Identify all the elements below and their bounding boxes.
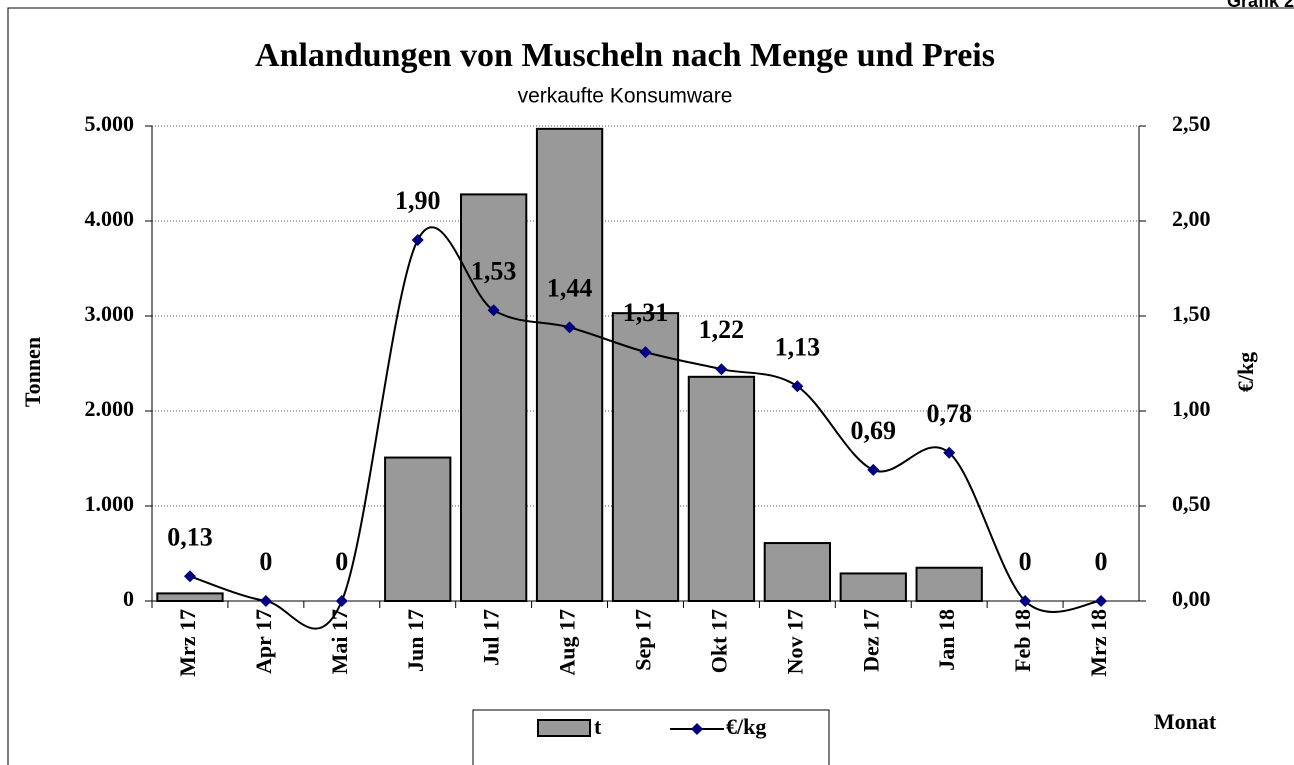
y-tick-label: 3.000 <box>85 301 135 326</box>
price-marker <box>487 304 500 317</box>
chart-frame <box>7 7 1294 765</box>
data-label: 0 <box>1019 547 1032 576</box>
y2-axis-label: €/kg <box>1233 352 1258 392</box>
corner-label: Grafik 2 <box>1227 0 1294 11</box>
bar <box>611 312 680 602</box>
y-axis-label: Tonnen <box>20 337 45 407</box>
y-tick-label: 0 <box>123 586 134 611</box>
y2-tick-label: 1,00 <box>1172 396 1211 421</box>
data-label: 0 <box>259 547 272 576</box>
price-marker <box>1095 595 1108 607</box>
y-tick-label: 5.000 <box>85 111 135 136</box>
data-label: 0,69 <box>851 416 897 445</box>
data-label: 0,78 <box>926 399 972 428</box>
x-tick-label: Dez 17 <box>858 609 883 672</box>
data-label: 1,13 <box>775 332 821 361</box>
legend-label: t <box>594 714 602 739</box>
x-tick-label: Nov 17 <box>782 609 807 674</box>
bar <box>156 592 224 603</box>
y-tick-label: 1.000 <box>85 491 135 516</box>
x-tick-label: Jan 18 <box>934 609 959 671</box>
legend-marker <box>691 723 703 735</box>
price-marker <box>1019 595 1032 607</box>
y2-tick-label: 2,50 <box>1172 111 1211 136</box>
price-marker <box>563 321 576 334</box>
legend-label: €/kg <box>726 714 766 739</box>
data-label: 1,90 <box>395 186 441 215</box>
price-marker <box>715 363 728 376</box>
data-label: 0,13 <box>167 522 213 551</box>
y-tick-label: 2.000 <box>85 396 135 421</box>
price-marker <box>639 346 652 359</box>
price-marker <box>259 595 272 607</box>
x-tick-label: Aug 17 <box>555 609 580 676</box>
price-marker <box>943 446 956 459</box>
bar <box>384 456 452 602</box>
chart-title: Anlandungen von Muscheln nach Menge und … <box>255 37 995 74</box>
y2-tick-label: 0,00 <box>1172 586 1211 611</box>
price-marker <box>411 234 424 246</box>
x-tick-label: Apr 17 <box>251 609 276 674</box>
price-marker <box>867 463 880 476</box>
x-axis-label: Monat <box>1154 709 1217 734</box>
x-tick-label: Mai 17 <box>327 609 352 674</box>
price-marker <box>335 595 348 607</box>
price-marker <box>791 380 804 393</box>
bar <box>535 127 604 602</box>
bar <box>687 375 756 602</box>
x-tick-label: Mrz 17 <box>175 609 200 677</box>
data-label: 1,22 <box>699 315 745 344</box>
x-tick-label: Sep 17 <box>631 609 656 671</box>
data-label: 1,53 <box>471 256 517 285</box>
data-label: 0 <box>335 547 348 576</box>
bar <box>915 566 983 602</box>
price-marker <box>183 570 196 583</box>
legend-swatch <box>537 719 591 737</box>
x-tick-label: Feb 18 <box>1010 609 1035 672</box>
bar <box>763 542 831 602</box>
y2-tick-label: 1,50 <box>1172 301 1211 326</box>
y2-tick-label: 2,00 <box>1172 206 1211 231</box>
legend-box <box>472 709 830 765</box>
bar <box>460 193 528 602</box>
bar <box>839 572 907 603</box>
x-tick-label: Mrz 18 <box>1086 609 1111 677</box>
y2-tick-label: 0,50 <box>1172 491 1211 516</box>
x-tick-label: Jul 17 <box>479 609 504 666</box>
data-label: 1,44 <box>547 273 593 302</box>
y-tick-label: 4.000 <box>85 206 135 231</box>
chart-subtitle: verkaufte Konsumware <box>518 85 733 108</box>
data-label: 0 <box>1095 547 1108 576</box>
x-tick-label: Jun 17 <box>403 609 428 672</box>
x-tick-label: Okt 17 <box>706 609 731 673</box>
data-label: 1,31 <box>623 298 669 327</box>
